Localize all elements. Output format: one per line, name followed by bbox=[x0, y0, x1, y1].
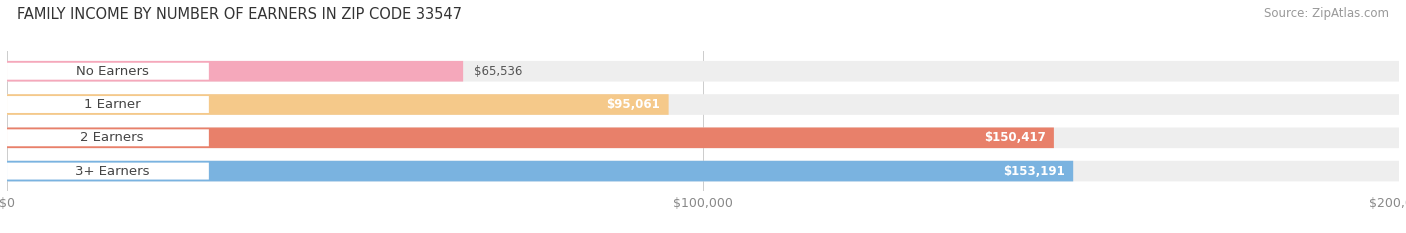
FancyBboxPatch shape bbox=[7, 94, 1399, 115]
FancyBboxPatch shape bbox=[7, 61, 1399, 82]
Text: $65,536: $65,536 bbox=[474, 65, 523, 78]
Text: $95,061: $95,061 bbox=[606, 98, 661, 111]
Text: 3+ Earners: 3+ Earners bbox=[75, 164, 149, 178]
FancyBboxPatch shape bbox=[7, 96, 209, 113]
Text: No Earners: No Earners bbox=[76, 65, 149, 78]
FancyBboxPatch shape bbox=[7, 127, 1054, 148]
FancyBboxPatch shape bbox=[7, 161, 1399, 182]
Text: 2 Earners: 2 Earners bbox=[80, 131, 143, 144]
Text: $153,191: $153,191 bbox=[1002, 164, 1064, 178]
Text: 1 Earner: 1 Earner bbox=[84, 98, 141, 111]
FancyBboxPatch shape bbox=[7, 163, 209, 180]
FancyBboxPatch shape bbox=[7, 61, 463, 82]
FancyBboxPatch shape bbox=[7, 63, 209, 80]
FancyBboxPatch shape bbox=[7, 161, 1073, 182]
Text: FAMILY INCOME BY NUMBER OF EARNERS IN ZIP CODE 33547: FAMILY INCOME BY NUMBER OF EARNERS IN ZI… bbox=[17, 7, 463, 22]
FancyBboxPatch shape bbox=[7, 129, 209, 146]
Text: Source: ZipAtlas.com: Source: ZipAtlas.com bbox=[1264, 7, 1389, 20]
Text: $150,417: $150,417 bbox=[984, 131, 1046, 144]
FancyBboxPatch shape bbox=[7, 94, 669, 115]
FancyBboxPatch shape bbox=[7, 127, 1399, 148]
